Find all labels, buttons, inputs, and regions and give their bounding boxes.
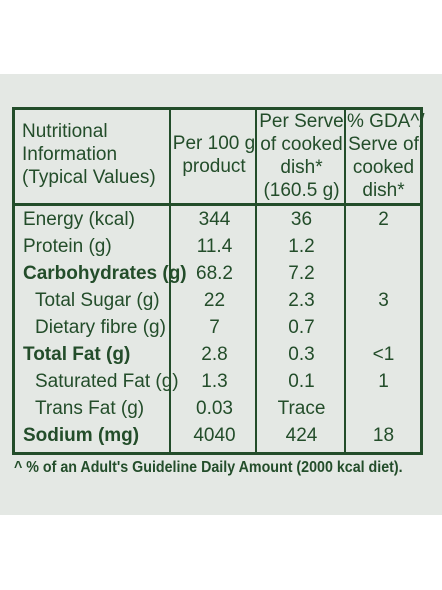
row-label: Carbohydrates (g): [23, 263, 187, 284]
row-label: Total Sugar (g): [35, 290, 160, 311]
header-line: (Typical Values): [22, 167, 156, 188]
header-nutritional-information: Nutritional Information (Typical Values): [22, 120, 156, 189]
value-per-100g: 11.4: [196, 236, 233, 257]
value-gda: 18: [372, 425, 395, 446]
table-row: Total Fat (g) 2.8 0.3 <1: [15, 342, 420, 369]
value-per-serve: 0.3: [288, 344, 315, 365]
header-line: % GDA^/: [347, 111, 425, 132]
table-row: Saturated Fat (g) 1.3 0.1 1: [15, 369, 420, 396]
column-divider: [344, 110, 346, 452]
value-per-100g: 22: [203, 290, 226, 311]
label-background: [0, 74, 442, 515]
value-per-100g: 68.2: [196, 263, 233, 284]
header-divider: [15, 203, 420, 206]
header-line: Per 100 g: [172, 133, 256, 154]
row-label: Total Fat (g): [23, 344, 131, 365]
table-row: Dietary fibre (g) 7 0.7: [15, 315, 420, 342]
value-per-serve: 7.2: [288, 263, 315, 284]
value-gda: 2: [378, 209, 389, 230]
header-line: dish*: [362, 180, 405, 201]
row-label: Dietary fibre (g): [35, 317, 166, 338]
table-row: Carbohydrates (g) 68.2 7.2: [15, 261, 420, 288]
value-gda: 1: [378, 371, 389, 392]
table-row: Sodium (mg) 4040 424 18: [15, 423, 420, 450]
table-row: Total Sugar (g) 22 2.3 3: [15, 288, 420, 315]
value-per-100g: 7: [209, 317, 220, 338]
header-line: product: [182, 156, 246, 177]
table-row: Trans Fat (g) 0.03 Trace: [15, 396, 420, 423]
header-per-100g: Per 100 g product: [171, 132, 257, 178]
column-divider: [169, 110, 171, 452]
header-line: Nutritional: [22, 121, 108, 142]
row-label: Protein (g): [23, 236, 112, 257]
row-label: Trans Fat (g): [35, 398, 145, 419]
header-line: of cooked: [260, 134, 343, 155]
value-per-serve: 0.7: [288, 317, 315, 338]
value-gda: 3: [378, 290, 389, 311]
header-line: Information: [22, 144, 118, 165]
value-per-serve: Trace: [277, 398, 326, 419]
value-per-100g: 1.3: [201, 371, 228, 392]
header-line: Serve of: [348, 134, 419, 155]
gda-footnote: ^ % of an Adult's Guideline Daily Amount…: [14, 459, 403, 476]
row-label: Saturated Fat (g): [35, 371, 179, 392]
header-per-serve: Per Serve of cooked dish* (160.5 g): [258, 110, 345, 202]
header-line: Per Serve: [259, 111, 344, 132]
value-per-100g: 344: [198, 209, 231, 230]
header-line: cooked: [352, 157, 415, 178]
value-per-serve: 1.2: [288, 236, 315, 257]
row-label: Energy (kcal): [23, 209, 135, 230]
table-row: Protein (g) 11.4 1.2: [15, 234, 420, 261]
value-per-100g: 4040: [193, 425, 236, 446]
value-per-100g: 2.8: [201, 344, 228, 365]
value-per-serve: 36: [290, 209, 313, 230]
value-per-serve: 424: [285, 425, 318, 446]
value-gda: <1: [372, 344, 395, 365]
value-per-serve: 2.3: [288, 290, 315, 311]
value-per-serve: 0.1: [288, 371, 315, 392]
header-line: dish*: [280, 157, 323, 178]
column-divider: [255, 110, 257, 452]
nutrition-table: Nutritional Information (Typical Values)…: [12, 107, 425, 455]
value-per-100g: 0.03: [196, 398, 233, 419]
header-gda: % GDA^/ Serve of cooked dish*: [347, 110, 425, 202]
header-line: (160.5 g): [263, 180, 340, 201]
table-row: Energy (kcal) 344 36 2: [15, 207, 420, 234]
row-label: Sodium (mg): [23, 425, 140, 446]
